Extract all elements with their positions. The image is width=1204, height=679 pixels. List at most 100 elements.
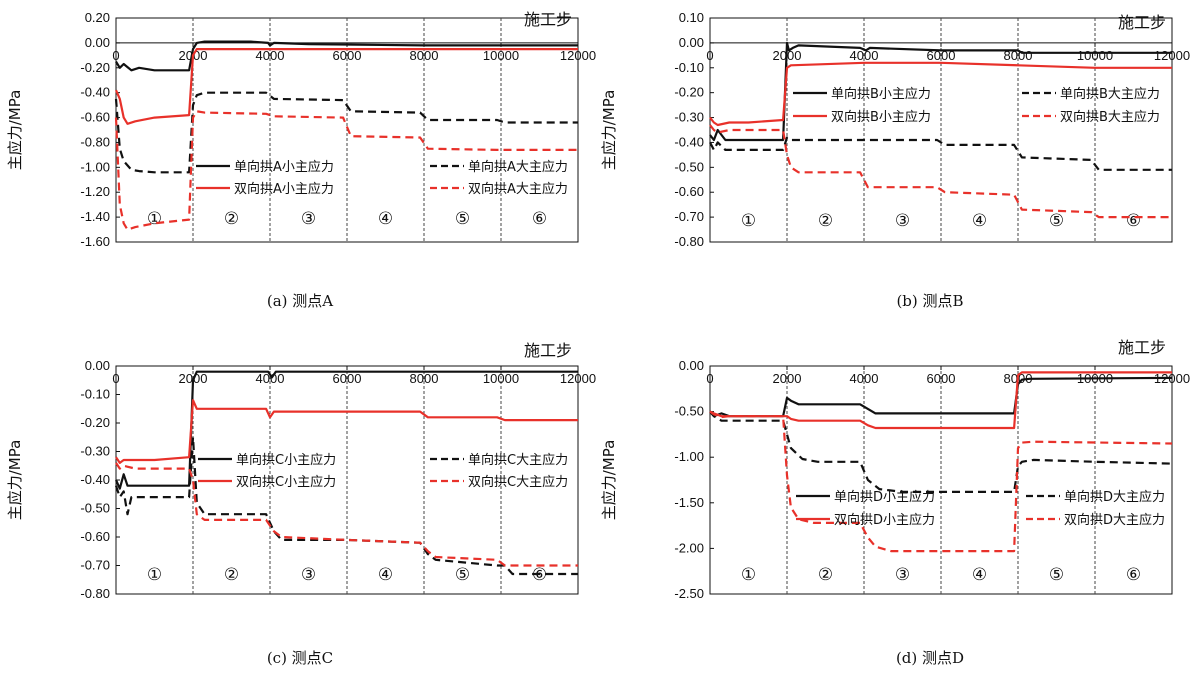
series-line-4: [115, 462, 578, 567]
stage-label-3: ③: [301, 565, 316, 585]
stage-label-1: ①: [741, 211, 756, 231]
x-tick-label: 12000: [560, 48, 596, 63]
stage-label-6: ⑥: [1126, 211, 1141, 231]
y-tick-label: -1.00: [674, 449, 704, 464]
x-axis-label: 施工步: [524, 341, 572, 360]
legend-label: 双向拱B小主应力: [831, 109, 931, 125]
stage-label-2: ②: [224, 209, 239, 229]
y-tick-label: -0.50: [80, 501, 110, 516]
y-tick-label: -0.80: [80, 134, 110, 149]
x-tick-label: 8000: [410, 371, 439, 386]
x-tick-label: 4000: [850, 371, 879, 386]
x-tick-label: 12000: [560, 371, 596, 386]
stage-label-1: ①: [147, 209, 162, 229]
y-tick-label: -0.10: [80, 387, 110, 402]
y-tick-label: -0.20: [80, 415, 110, 430]
x-tick-label: 6000: [927, 371, 956, 386]
y-tick-label: -2.50: [674, 586, 704, 601]
series-line-2: [709, 410, 1173, 493]
panel-caption: (b) 测点B: [896, 292, 963, 310]
panel-caption: (d) 测点D: [896, 649, 964, 667]
series-line-1: [114, 370, 578, 490]
y-axis-label: 主应力/MPa: [6, 440, 24, 521]
series-line-4: [709, 124, 1172, 219]
x-tick-label: 10000: [1077, 48, 1113, 63]
stage-label-6: ⑥: [1126, 565, 1141, 585]
y-tick-label: 0.00: [85, 35, 110, 50]
x-tick-label: 4000: [850, 48, 879, 63]
y-tick-label: 0.00: [679, 35, 704, 50]
legend-label: 单向拱D大主应力: [1064, 489, 1165, 505]
chart-panel-b: 0 2000 4000 6000 8000 10000 120000.100.00-0.10…: [600, 10, 1190, 310]
y-tick-label: -0.70: [80, 558, 110, 573]
stage-label-5: ⑤: [455, 209, 470, 229]
y-tick-label: 0.20: [85, 10, 110, 25]
x-tick-label: 8000: [1004, 48, 1033, 63]
stage-label-4: ④: [378, 209, 393, 229]
y-tick-label: -0.60: [80, 110, 110, 125]
legend-label: 单向拱A小主应力: [234, 159, 334, 175]
series-line-1: [709, 41, 1172, 142]
legend-label: 单向拱A大主应力: [468, 159, 568, 175]
x-tick-label: 0: [706, 48, 713, 63]
series-line-3: [115, 399, 578, 464]
x-tick-label: 0: [112, 371, 119, 386]
legend-label: 单向拱B大主应力: [1060, 86, 1160, 102]
stage-label-2: ②: [818, 211, 833, 231]
stage-label-1: ①: [147, 565, 162, 585]
x-tick-label: 4000: [256, 371, 285, 386]
y-axis-label: 主应力/MPa: [6, 90, 24, 171]
legend-label: 双向拱A小主应力: [234, 181, 334, 197]
x-tick-label: 6000: [333, 371, 362, 386]
series-line-4: [709, 410, 1173, 553]
stage-label-5: ⑤: [455, 565, 470, 585]
stage-label-5: ⑤: [1049, 211, 1064, 231]
x-tick-label: 6000: [333, 48, 362, 63]
y-tick-label: 0.10: [679, 10, 704, 25]
stage-label-6: ⑥: [532, 209, 547, 229]
y-tick-label: 0.00: [679, 358, 704, 373]
legend-label: 双向拱C小主应力: [236, 474, 336, 490]
legend-label: 双向拱A大主应力: [468, 181, 568, 197]
series-line-3: [114, 47, 578, 125]
y-tick-label: -0.20: [80, 60, 110, 75]
panel-caption: (c) 测点C: [267, 649, 333, 667]
stage-label-4: ④: [378, 565, 393, 585]
legend-label: 双向拱B大主应力: [1060, 109, 1160, 125]
y-tick-label: -1.00: [80, 159, 110, 174]
stage-label-3: ③: [895, 211, 910, 231]
series-line-2: [114, 436, 578, 576]
x-tick-label: 0: [706, 371, 713, 386]
series-line-2: [709, 136, 1172, 171]
y-tick-label: -1.20: [80, 184, 110, 199]
y-tick-label: 0.00: [85, 358, 110, 373]
x-tick-label: 10000: [483, 371, 519, 386]
y-axis-label: 主应力/MPa: [600, 440, 618, 521]
y-tick-label: -0.40: [80, 472, 110, 487]
y-tick-label: -0.20: [674, 85, 704, 100]
y-tick-label: -0.70: [674, 209, 704, 224]
stage-label-3: ③: [895, 565, 910, 585]
y-tick-label: -0.40: [674, 134, 704, 149]
x-axis-label: 施工步: [524, 10, 572, 29]
chart-panel-a: 0 2000 4000 6000 8000 10000 120000.200.00-0.20…: [6, 10, 596, 310]
y-tick-label: -1.50: [674, 495, 704, 510]
x-tick-label: 0: [112, 48, 119, 63]
stage-label-4: ④: [972, 565, 987, 585]
x-tick-label: 8000: [410, 48, 439, 63]
stage-label-1: ①: [741, 565, 756, 585]
legend-label: 单向拱C大主应力: [468, 452, 568, 468]
y-tick-label: -0.30: [80, 444, 110, 459]
x-tick-label: 6000: [927, 48, 956, 63]
y-tick-label: -0.10: [674, 60, 704, 75]
stage-label-2: ②: [224, 565, 239, 585]
x-tick-label: 10000: [483, 48, 519, 63]
stage-label-5: ⑤: [1049, 565, 1064, 585]
legend-label: 双向拱C大主应力: [468, 474, 568, 490]
y-tick-label: -1.40: [80, 209, 110, 224]
legend-label: 单向拱B小主应力: [831, 86, 931, 102]
